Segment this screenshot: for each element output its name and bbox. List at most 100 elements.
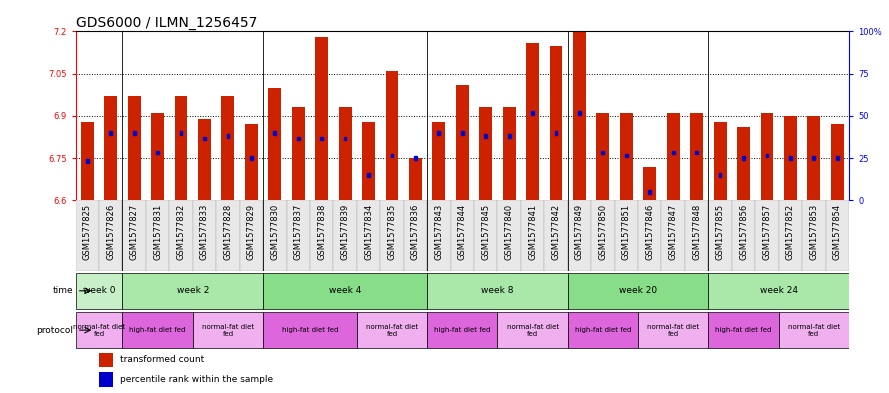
Text: GSM1577844: GSM1577844	[458, 204, 467, 260]
Text: GSM1577827: GSM1577827	[130, 204, 139, 260]
Bar	[718, 173, 722, 177]
Bar	[123, 312, 193, 348]
Bar	[714, 121, 726, 200]
Bar	[203, 137, 206, 140]
Text: normal-fat diet
fed: normal-fat diet fed	[647, 323, 700, 337]
Bar	[339, 108, 351, 200]
Bar	[695, 151, 698, 154]
Bar	[672, 151, 675, 154]
Bar	[498, 312, 568, 348]
Bar	[709, 273, 849, 309]
Text: week 4: week 4	[329, 286, 361, 295]
Text: GSM1577856: GSM1577856	[739, 204, 748, 260]
Bar	[86, 159, 89, 163]
Text: GSM1577839: GSM1577839	[340, 204, 349, 260]
Bar	[602, 151, 605, 154]
Bar	[532, 111, 534, 115]
Bar	[737, 127, 750, 200]
Text: week 8: week 8	[481, 286, 514, 295]
Bar	[216, 200, 240, 271]
Bar	[784, 116, 797, 200]
Bar	[274, 131, 276, 135]
Bar	[104, 96, 117, 200]
Bar	[427, 273, 568, 309]
Text: normal-fat diet
fed: normal-fat diet fed	[366, 323, 418, 337]
Text: GSM1577833: GSM1577833	[200, 204, 209, 260]
Bar	[386, 71, 398, 200]
Bar	[286, 200, 310, 271]
Text: GSM1577840: GSM1577840	[505, 204, 514, 260]
Text: transformed count: transformed count	[120, 356, 204, 364]
Text: GSM1577829: GSM1577829	[247, 204, 256, 260]
Bar	[549, 46, 563, 200]
Text: protocol: protocol	[36, 326, 73, 334]
Text: GSM1577825: GSM1577825	[83, 204, 92, 260]
Text: week 2: week 2	[177, 286, 209, 295]
Text: GSM1577849: GSM1577849	[575, 204, 584, 260]
Bar	[244, 124, 258, 200]
Bar	[667, 113, 680, 200]
Text: GSM1577842: GSM1577842	[551, 204, 561, 260]
Text: GSM1577832: GSM1577832	[177, 204, 186, 260]
Bar	[356, 312, 427, 348]
Bar	[709, 200, 732, 271]
Bar	[779, 200, 802, 271]
Bar	[180, 131, 182, 135]
Bar	[732, 200, 756, 271]
Text: high-fat diet fed: high-fat diet fed	[574, 327, 631, 333]
Bar	[151, 113, 164, 200]
Bar	[661, 200, 685, 271]
Bar	[76, 312, 123, 348]
Bar	[638, 312, 709, 348]
Bar	[427, 312, 498, 348]
Text: GSM1577843: GSM1577843	[435, 204, 444, 260]
Bar	[826, 200, 849, 271]
Bar	[297, 137, 300, 140]
Bar	[568, 312, 638, 348]
Bar	[227, 134, 229, 138]
Bar	[333, 200, 356, 271]
Text: GSM1577857: GSM1577857	[763, 204, 772, 260]
Bar	[742, 156, 745, 160]
Text: week 24: week 24	[760, 286, 797, 295]
Bar	[250, 156, 252, 160]
Text: time: time	[52, 286, 73, 295]
Bar	[709, 312, 779, 348]
Bar	[123, 200, 146, 271]
Bar	[263, 273, 427, 309]
Text: GSM1577847: GSM1577847	[669, 204, 677, 260]
Text: GSM1577851: GSM1577851	[621, 204, 631, 260]
Bar	[614, 200, 638, 271]
Bar	[474, 200, 498, 271]
Bar	[221, 96, 235, 200]
Bar	[198, 119, 211, 200]
Bar	[268, 88, 281, 200]
Text: GSM1577841: GSM1577841	[528, 204, 537, 260]
Text: GSM1577831: GSM1577831	[153, 204, 162, 260]
Text: week 20: week 20	[619, 286, 657, 295]
Bar	[802, 200, 826, 271]
Text: high-fat diet fed: high-fat diet fed	[130, 327, 186, 333]
Text: GSM1577848: GSM1577848	[693, 204, 701, 260]
Bar	[174, 96, 188, 200]
Bar	[568, 273, 709, 309]
Bar	[638, 200, 661, 271]
Bar	[76, 273, 123, 309]
Text: GDS6000 / ILMN_1256457: GDS6000 / ILMN_1256457	[76, 17, 257, 30]
Bar	[320, 137, 323, 140]
Text: percentile rank within the sample: percentile rank within the sample	[120, 375, 274, 384]
Bar	[498, 200, 521, 271]
Bar	[807, 116, 821, 200]
Bar	[427, 200, 451, 271]
Bar	[123, 273, 263, 309]
Bar	[263, 312, 356, 348]
Bar	[544, 200, 568, 271]
Bar	[292, 108, 305, 200]
Bar	[644, 167, 656, 200]
Text: normal-fat diet
fed: normal-fat diet fed	[788, 323, 840, 337]
Text: GSM1577837: GSM1577837	[293, 204, 303, 260]
Text: GSM1577853: GSM1577853	[809, 204, 819, 260]
Bar	[479, 108, 493, 200]
Bar	[456, 85, 469, 200]
Text: high-fat diet fed: high-fat diet fed	[282, 327, 338, 333]
